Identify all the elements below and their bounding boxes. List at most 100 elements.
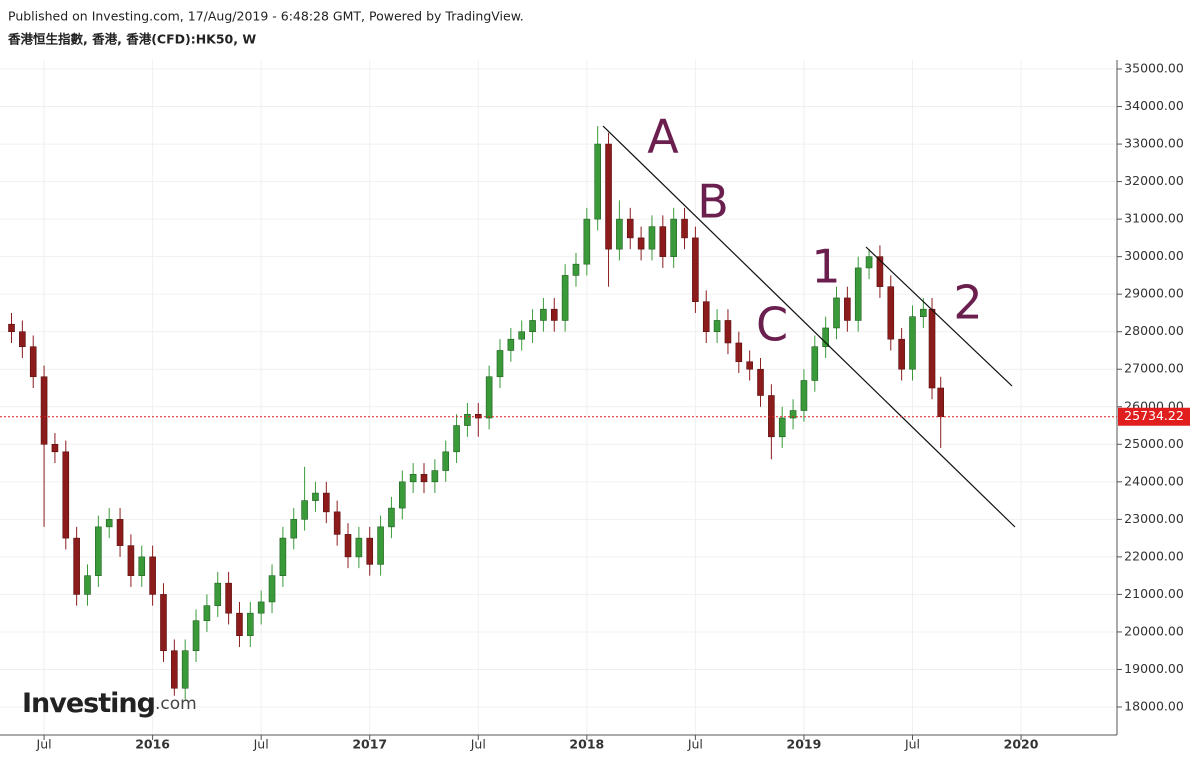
candle-body — [409, 474, 417, 483]
candle-body — [160, 594, 167, 652]
candle-body — [171, 650, 178, 689]
candle-body — [854, 267, 862, 321]
header-title: Published on Investing.com, 17/Aug/2019 … — [8, 9, 524, 24]
candle-body — [724, 320, 732, 344]
candle-body — [323, 492, 330, 513]
candle-body — [887, 286, 895, 340]
candle-body — [898, 338, 905, 370]
x-tick-label: Jul — [36, 737, 52, 752]
candle-body — [702, 301, 710, 333]
candle-body — [62, 451, 70, 539]
candle-body — [844, 297, 851, 321]
last-price-label: 25734.22 — [1124, 408, 1184, 423]
candle-body — [84, 575, 91, 595]
wave-label: C — [756, 298, 788, 352]
x-tick-label: Jul — [687, 737, 703, 752]
candle-body — [757, 368, 764, 396]
x-tick-label: 2018 — [569, 737, 604, 752]
candle-body — [214, 582, 222, 606]
candle-body — [800, 380, 808, 411]
grid — [0, 60, 1117, 735]
y-tick-label: 20000.00 — [1124, 623, 1184, 638]
candle-body — [865, 256, 873, 269]
candle-body — [333, 511, 341, 535]
candle-body — [605, 143, 612, 250]
candle-body — [833, 297, 840, 329]
y-tick-label: 23000.00 — [1124, 511, 1184, 526]
candle-body — [225, 582, 232, 614]
candle-body — [257, 601, 265, 614]
candle-body — [464, 413, 471, 426]
candle-body — [355, 537, 363, 558]
candle-body — [116, 519, 124, 546]
candle-body — [398, 481, 406, 509]
y-tick-label: 33000.00 — [1124, 136, 1184, 151]
candles — [8, 126, 945, 700]
candle-body — [648, 226, 656, 250]
candle-body — [268, 575, 276, 603]
candle-body — [301, 500, 308, 520]
wave-label: A — [647, 110, 679, 164]
candle-body — [290, 519, 298, 539]
candle-body — [181, 650, 189, 689]
candle-body — [247, 612, 254, 636]
candle-body — [909, 316, 916, 370]
candle-body — [344, 534, 352, 558]
candle-body — [789, 410, 797, 419]
candle-body — [518, 331, 526, 340]
candle-body — [692, 237, 699, 302]
candle-body — [377, 526, 384, 565]
candle-body — [496, 350, 504, 378]
candle-body — [746, 361, 753, 370]
trendline — [865, 246, 1013, 387]
candle-body — [51, 443, 59, 453]
candle-body — [40, 376, 48, 445]
candle-body — [431, 470, 439, 483]
logo: Investing.com — [22, 688, 197, 719]
x-tick-label: Jul — [253, 737, 269, 752]
candle-body — [616, 218, 623, 250]
y-tick-label: 25000.00 — [1124, 436, 1184, 451]
wave-label: 1 — [811, 240, 840, 294]
y-tick-label: 22000.00 — [1124, 548, 1184, 563]
y-tick-label: 18000.00 — [1124, 699, 1184, 714]
candle-body — [507, 338, 515, 351]
candle-body — [312, 492, 319, 501]
candle-body — [149, 556, 156, 595]
candle-body — [822, 327, 829, 348]
y-tick-label: 21000.00 — [1124, 586, 1184, 601]
y-tick-label: 27000.00 — [1124, 361, 1184, 376]
candle-body — [19, 331, 26, 348]
candle-body — [8, 323, 15, 333]
candle-body — [583, 218, 591, 265]
candle-body — [95, 526, 102, 576]
candle-body — [637, 237, 645, 250]
candle-body — [474, 413, 482, 419]
y-tick-label: 32000.00 — [1124, 173, 1184, 188]
candle-body — [540, 308, 547, 321]
candle-body — [735, 342, 743, 363]
candle-body — [29, 346, 37, 378]
x-tick-label: Jul — [904, 737, 920, 752]
y-tick-label: 19000.00 — [1124, 661, 1184, 676]
y-tick-label: 29000.00 — [1124, 286, 1184, 301]
wave-label: B — [697, 175, 729, 229]
y-tick-label: 24000.00 — [1124, 473, 1184, 488]
x-tick-label: 2016 — [135, 737, 170, 752]
candle-body — [192, 620, 200, 652]
x-tick-label: 2019 — [787, 737, 822, 752]
candle-body — [670, 218, 677, 257]
candle-body — [572, 263, 580, 276]
candle-body — [203, 605, 211, 621]
candle-body — [388, 507, 395, 528]
wave-label: 2 — [953, 276, 982, 330]
candle-body — [778, 417, 786, 438]
candle-body — [105, 519, 113, 528]
x-tick-label: 2020 — [1004, 737, 1039, 752]
y-tick-label: 30000.00 — [1124, 248, 1184, 263]
y-tick-label: 31000.00 — [1124, 211, 1184, 226]
candle-body — [550, 308, 558, 321]
candle-body — [768, 395, 775, 438]
candle-body — [366, 537, 374, 565]
